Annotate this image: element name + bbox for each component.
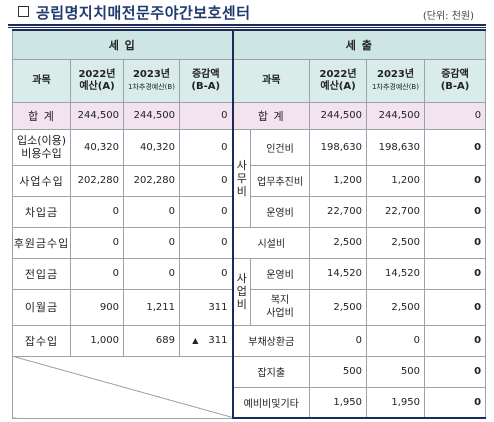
expense-row-diff: 0 <box>424 324 487 357</box>
decrease-triangle-icon: ▲ <box>192 336 199 345</box>
revenue-row-2023: 202,280 <box>123 164 180 197</box>
expense-row-2023: 1,950 <box>366 386 426 419</box>
revenue-row-2023: 0 <box>123 257 180 290</box>
budget-table: 세 입 세 출 과목 2022년 예산(A) 2023년 1차추경예산(B) 증감액… <box>11 29 487 419</box>
expense-col-2022: 2022년 예산(A) <box>309 58 368 103</box>
expense-row-diff: 0 <box>424 164 487 197</box>
expense-row-2022: 0 <box>309 324 368 357</box>
revenue-row-label: 사업수입 <box>12 164 71 197</box>
revenue-row-2023: 689 <box>123 324 180 357</box>
expense-row-2022: 22,700 <box>309 195 368 228</box>
revenue-row-diff: ▲ 311 <box>178 324 234 357</box>
title-underline <box>8 24 486 26</box>
expense-total-2023: 244,500 <box>366 101 426 130</box>
expense-row-label: 시설비 <box>231 226 311 259</box>
expense-col-2023: 2023년 1차추경예산(B) <box>366 58 426 103</box>
expense-total-2022: 244,500 <box>309 101 368 130</box>
revenue-row-label: 전입금 <box>12 257 71 290</box>
expense-row-label: 운영비 <box>250 195 311 228</box>
expense-group-project: 사 업 비 <box>231 257 252 326</box>
expense-row-2022: 1,950 <box>309 386 368 419</box>
expense-row-label: 복지 사업비 <box>250 288 311 326</box>
revenue-row-label: 입소(이용) 비용수입 <box>12 128 71 166</box>
revenue-col-item: 과목 <box>12 58 71 103</box>
expense-row-diff: 0 <box>424 128 487 166</box>
expense-row-label: 업무추진비 <box>250 164 311 197</box>
revenue-row-2022: 40,320 <box>70 128 124 166</box>
expense-row-diff: 0 <box>424 355 487 388</box>
revenue-total-diff: 0 <box>178 101 234 130</box>
expense-group-office: 사 무 비 <box>231 128 252 228</box>
unit-label: (단위: 천원) <box>422 11 474 22</box>
expense-row-2023: 1,200 <box>366 164 426 197</box>
revenue-row-2022: 1,000 <box>70 324 124 357</box>
expense-row-diff: 0 <box>424 195 487 228</box>
revenue-row-2022: 0 <box>70 257 124 290</box>
revenue-row-2023: 1,211 <box>123 288 180 326</box>
revenue-row-diff: 0 <box>178 195 234 228</box>
expense-total-diff: 0 <box>424 101 487 130</box>
expense-section-header: 세 출 <box>231 29 487 60</box>
expense-row-diff: 0 <box>424 257 487 290</box>
expense-row-diff: 0 <box>424 226 487 259</box>
revenue-total-label: 합 계 <box>12 101 71 130</box>
expense-row-2023: 198,630 <box>366 128 426 166</box>
expense-row-2022: 2,500 <box>309 226 368 259</box>
expense-row-2023: 2,500 <box>366 226 426 259</box>
expense-row-2022: 500 <box>309 355 368 388</box>
empty-diagonal-cell <box>11 355 234 419</box>
expense-row-diff: 0 <box>424 386 487 419</box>
expense-row-label: 운영비 <box>250 257 311 290</box>
revenue-col-diff: 증감액 (B-A) <box>178 58 234 103</box>
revenue-row-diff: 0 <box>178 257 234 290</box>
expense-row-label: 잡지출 <box>231 355 311 388</box>
expense-row-2023: 14,520 <box>366 257 426 290</box>
expense-total-label: 합 계 <box>231 101 311 130</box>
revenue-total-2022: 244,500 <box>70 101 124 130</box>
expense-col-item: 과목 <box>231 58 311 103</box>
revenue-row-2022: 0 <box>70 226 124 259</box>
expense-row-2022: 1,200 <box>309 164 368 197</box>
expense-row-diff: 0 <box>424 288 487 326</box>
revenue-row-2022: 0 <box>70 195 124 228</box>
expense-col-diff: 증감액 (B-A) <box>424 58 487 103</box>
title-row: 공립명지치매전문주야간보호센터 (단위: 천원) <box>0 0 494 28</box>
expense-row-2022: 14,520 <box>309 257 368 290</box>
revenue-row-label: 잡수입 <box>12 324 71 357</box>
revenue-row-diff: 0 <box>178 164 234 197</box>
expense-row-2023: 22,700 <box>366 195 426 228</box>
expense-row-2022: 2,500 <box>309 288 368 326</box>
expense-row-2022: 198,630 <box>309 128 368 166</box>
revenue-row-diff: 311 <box>178 288 234 326</box>
revenue-row-label: 차입금 <box>12 195 71 228</box>
revenue-row-diff: 0 <box>178 128 234 166</box>
revenue-col-2022: 2022년 예산(A) <box>70 58 124 103</box>
revenue-row-2022: 900 <box>70 288 124 326</box>
revenue-row-2022: 202,280 <box>70 164 124 197</box>
revenue-row-label: 이월금 <box>12 288 71 326</box>
expense-row-2023: 0 <box>366 324 426 357</box>
expense-row-label: 부채상환금 <box>231 324 311 357</box>
revenue-row-2023: 0 <box>123 226 180 259</box>
revenue-row-2023: 0 <box>123 195 180 228</box>
expense-row-label: 예비비및기타 <box>231 386 311 419</box>
revenue-col-2023: 2023년 1차추경예산(B) <box>123 58 180 103</box>
revenue-total-2023: 244,500 <box>123 101 180 130</box>
revenue-row-2023: 40,320 <box>123 128 180 166</box>
title-underline-thin <box>8 27 486 28</box>
expense-row-label: 인건비 <box>250 128 311 166</box>
checkbox-icon <box>18 6 29 17</box>
revenue-row-diff: 0 <box>178 226 234 259</box>
revenue-section-header: 세 입 <box>11 29 234 60</box>
page-title: 공립명지치매전문주야간보호센터 <box>36 4 251 22</box>
expense-row-2023: 2,500 <box>366 288 426 326</box>
expense-row-2023: 500 <box>366 355 426 388</box>
revenue-row-label: 후원금수입 <box>12 226 71 259</box>
